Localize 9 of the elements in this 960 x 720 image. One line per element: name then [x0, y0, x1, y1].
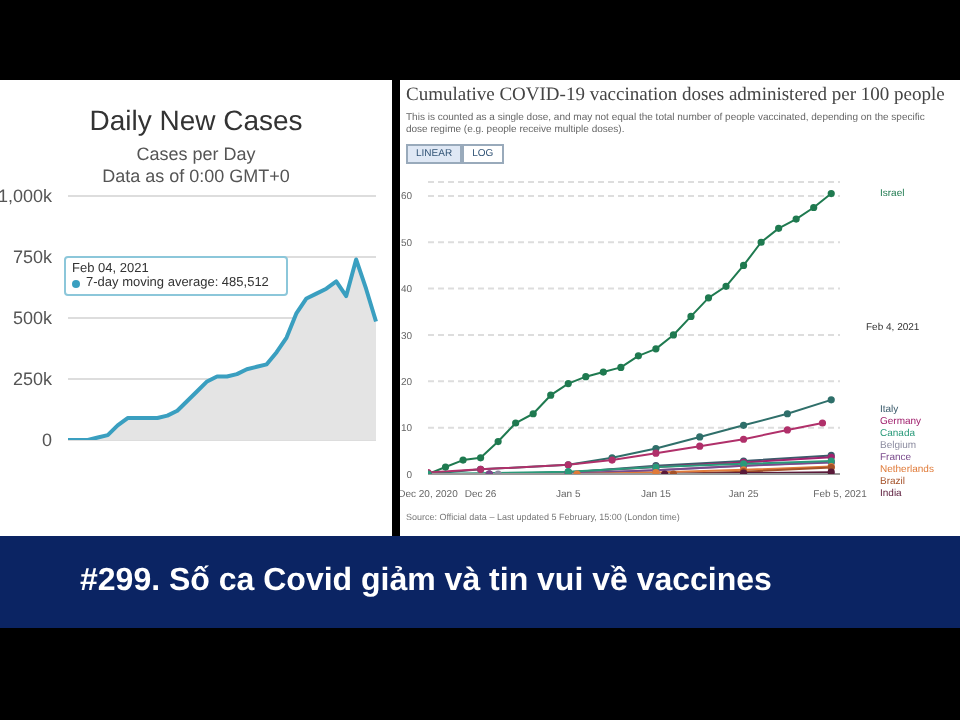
text: #299. Số ca Covid giảm và tin vui về vaccines [0, 536, 960, 628]
chart-title: Daily New Cases [87, 104, 305, 136]
y-tick-label: 750k [12, 247, 53, 268]
chart-title: Cumulative COVID-19 vaccination doses administered per 100 people [406, 86, 947, 106]
y-tick-label: 0 [41, 430, 52, 451]
y-tick-label: 250k [12, 369, 53, 390]
chart-subtitle: Cases per Day Data as of 0:00 GMT+0 [100, 144, 292, 186]
y-tick-label: 500k [12, 308, 53, 329]
y-tick-label: 1,000k [0, 186, 53, 207]
